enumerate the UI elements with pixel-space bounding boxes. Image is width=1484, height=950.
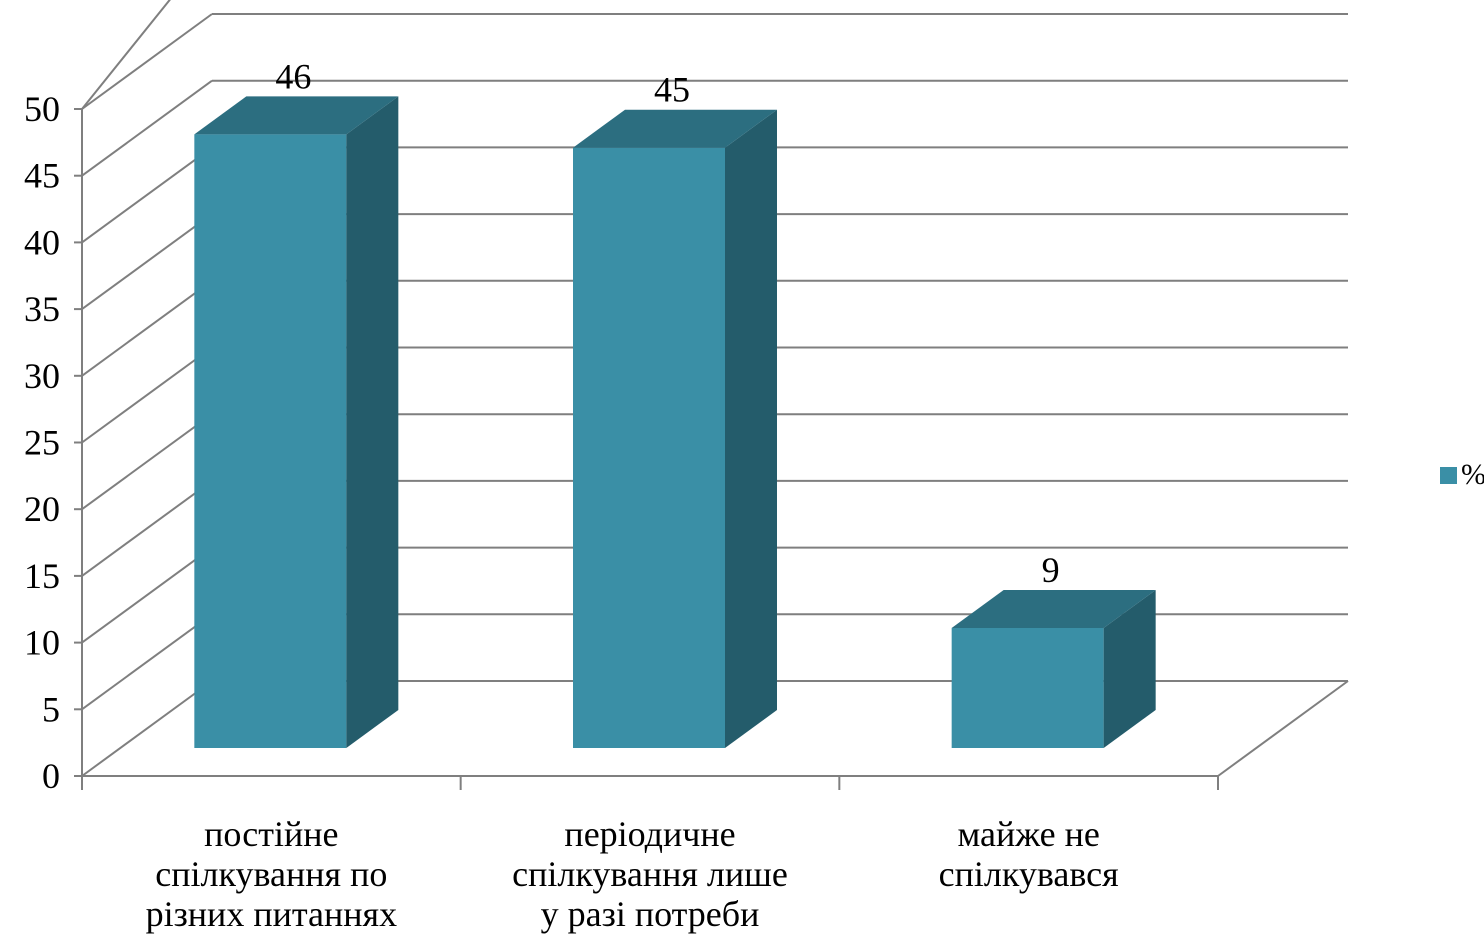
legend-series-name: % <box>1461 458 1484 491</box>
bar-side <box>725 109 777 748</box>
gridline-diagonal <box>81 279 213 377</box>
y-tick-label: 50 <box>24 89 60 129</box>
gridline-diagonal <box>81 13 213 110</box>
x-tick-label: майже не спілкувався <box>859 814 1199 894</box>
gridlines <box>81 0 1348 777</box>
data-label: 45 <box>654 70 690 110</box>
y-tick-label: 40 <box>24 222 60 262</box>
legend-swatch <box>1440 466 1457 484</box>
data-label: 46 <box>275 56 311 96</box>
y-tick-label: 35 <box>24 289 60 329</box>
bar <box>573 147 725 748</box>
gridline-diagonal <box>81 680 213 777</box>
gridline-diagonal <box>81 346 213 444</box>
gridline-diagonal <box>81 480 213 577</box>
bar-top <box>573 109 777 148</box>
labels: 0 5 10 15 20 25 30 35 40 45 50 46 45 9 <box>24 56 1060 796</box>
gridline-diagonal <box>81 613 213 711</box>
bar <box>194 134 347 749</box>
legend: % <box>1440 458 1484 492</box>
x-tick-label-line: постійне <box>204 814 339 854</box>
bar-top <box>194 96 399 135</box>
y-tick-label: 45 <box>24 156 60 196</box>
bar-side <box>1103 589 1156 748</box>
axes <box>74 108 1349 790</box>
x-tick-label-line: у разі потреби <box>540 894 760 934</box>
data-label: 9 <box>1042 550 1060 590</box>
gridline-diagonal <box>81 546 213 644</box>
x-tick-label-line: періодичне <box>564 814 736 854</box>
bar-top <box>951 589 1156 628</box>
y-tick-label: 25 <box>24 423 60 463</box>
bars <box>194 96 1156 749</box>
bar-side <box>346 96 399 749</box>
gridline-diagonal <box>81 146 213 244</box>
x-tick-label-line: спілкування лише <box>512 854 788 894</box>
y-tick-label: 15 <box>24 556 60 596</box>
x-tick-label-line: спілкувався <box>938 854 1119 894</box>
gridline-diagonal <box>81 213 213 310</box>
x-tick-label: періодичне спілкування лише у разі потреби <box>480 814 820 934</box>
x-tick-label-line: майже не <box>957 814 1100 854</box>
gridline-diagonal <box>81 79 213 177</box>
y-tick-label: 5 <box>42 689 60 729</box>
y-tick-label: 30 <box>24 356 60 396</box>
bar <box>951 627 1104 748</box>
x-tick-label: постійне спілкування по різних питаннях <box>101 814 441 934</box>
y-tick-label: 10 <box>24 623 60 663</box>
x-tick-label-line: різних питаннях <box>145 894 398 934</box>
y-tick-label: 0 <box>42 756 60 796</box>
y-tick-label: 20 <box>24 489 60 529</box>
gridline-diagonal <box>81 0 171 110</box>
floor-right-edge <box>1217 680 1349 777</box>
gridline-diagonal <box>81 413 213 511</box>
x-tick-label-line: спілкування по <box>155 854 388 894</box>
